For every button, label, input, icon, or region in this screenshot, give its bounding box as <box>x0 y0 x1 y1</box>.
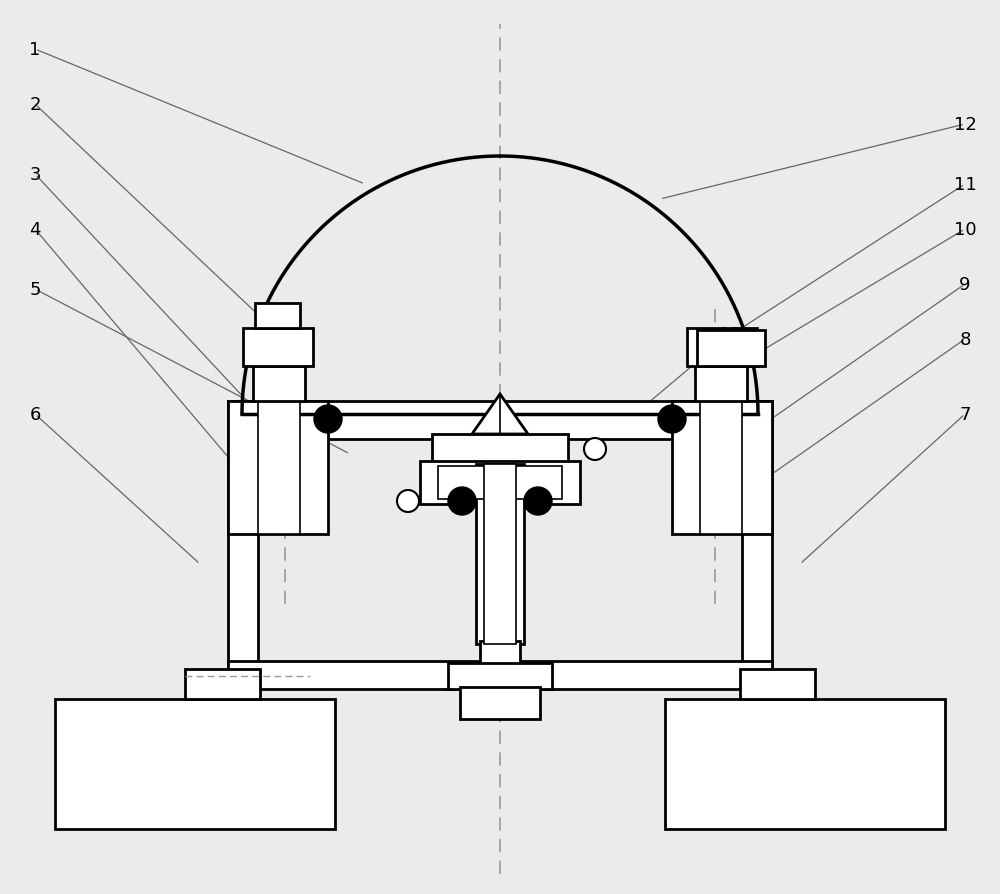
Bar <box>740 670 815 699</box>
Bar <box>672 401 772 535</box>
Circle shape <box>397 491 419 512</box>
Bar <box>460 687 540 719</box>
Text: 12: 12 <box>954 116 976 134</box>
Text: 13: 13 <box>719 325 741 343</box>
Bar <box>420 461 580 504</box>
Polygon shape <box>472 394 528 434</box>
Bar <box>448 663 552 689</box>
Bar <box>700 401 742 535</box>
Bar <box>484 465 516 645</box>
Bar <box>243 329 313 367</box>
Text: 8: 8 <box>959 331 971 349</box>
Bar <box>255 304 300 329</box>
Text: 10: 10 <box>954 221 976 239</box>
Bar <box>476 465 524 645</box>
Bar <box>253 367 305 401</box>
Bar <box>228 401 328 535</box>
Text: 9: 9 <box>959 275 971 293</box>
Bar <box>687 329 757 367</box>
Bar <box>695 367 747 401</box>
Circle shape <box>524 487 552 516</box>
Bar <box>258 401 300 535</box>
Circle shape <box>314 406 342 434</box>
Bar <box>665 699 945 829</box>
Text: 1: 1 <box>29 41 41 59</box>
Text: 5: 5 <box>29 281 41 299</box>
Text: 11: 11 <box>954 176 976 194</box>
Bar <box>185 670 260 699</box>
Circle shape <box>658 406 686 434</box>
Bar <box>697 331 765 367</box>
Bar <box>228 401 772 440</box>
Text: 4: 4 <box>29 221 41 239</box>
Text: 2: 2 <box>29 96 41 114</box>
Bar <box>228 662 772 689</box>
Circle shape <box>448 487 476 516</box>
Circle shape <box>584 439 606 460</box>
Bar <box>55 699 335 829</box>
Text: 7: 7 <box>959 406 971 424</box>
Bar <box>228 401 258 689</box>
Bar <box>480 641 520 666</box>
Text: 3: 3 <box>29 165 41 184</box>
Bar <box>742 401 772 689</box>
Bar <box>438 467 562 500</box>
Text: 6: 6 <box>29 406 41 424</box>
Bar <box>432 434 568 465</box>
